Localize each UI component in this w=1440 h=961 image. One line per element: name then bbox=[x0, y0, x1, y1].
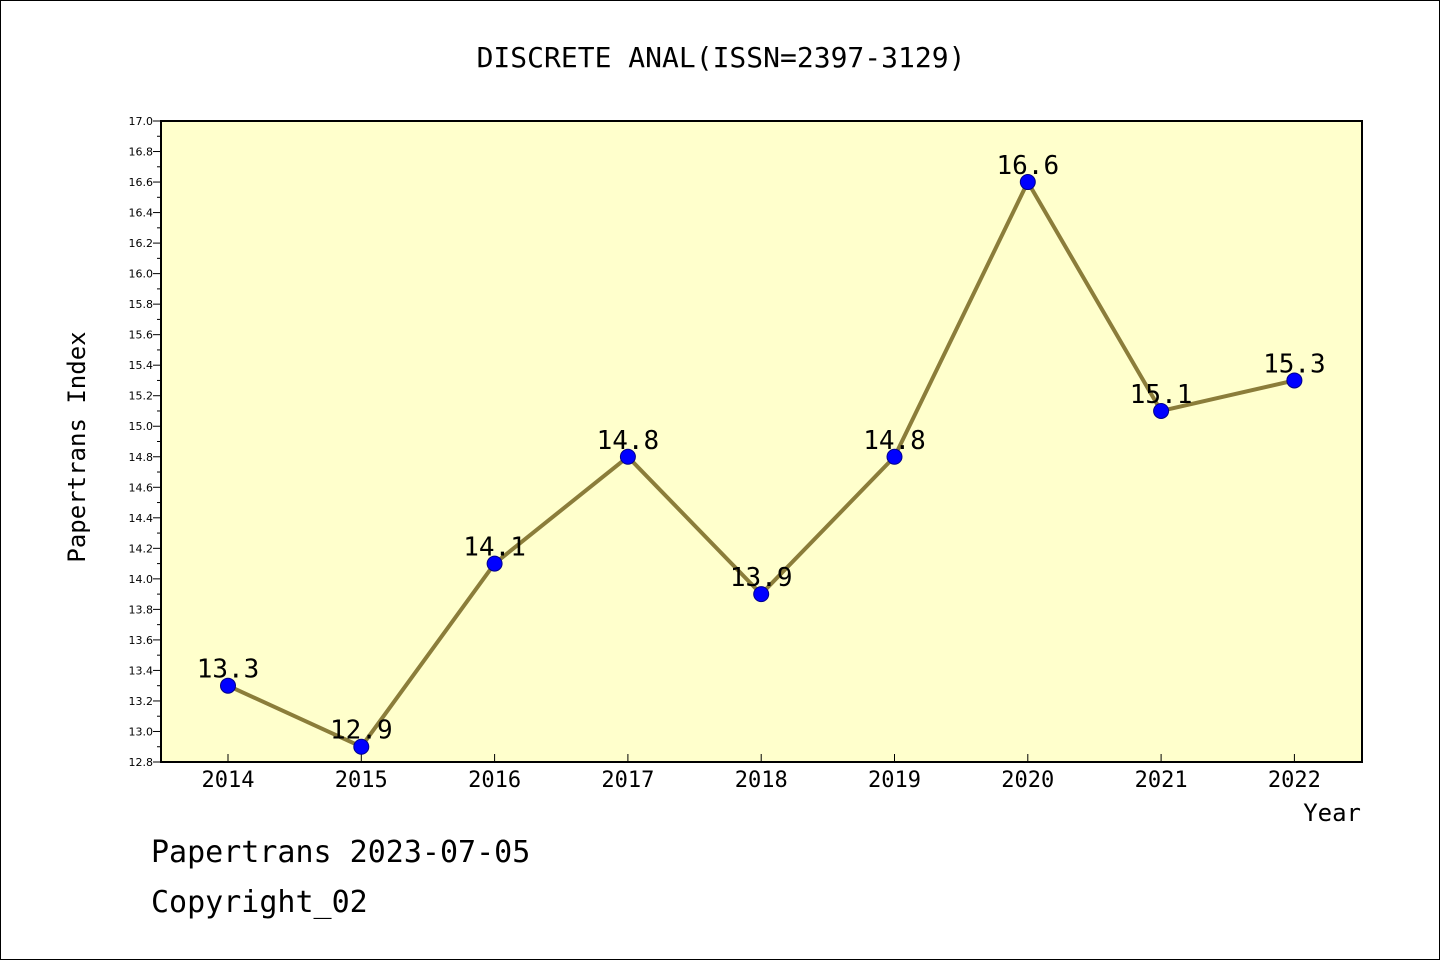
x-tick-label: 2022 bbox=[1268, 768, 1321, 793]
marker-group bbox=[220, 174, 1303, 755]
y-tick-label: 13.2 bbox=[129, 695, 154, 708]
data-label: 14.1 bbox=[463, 533, 526, 563]
x-tick-label: 2014 bbox=[202, 768, 255, 793]
data-point-marker bbox=[1286, 372, 1303, 389]
y-tick-label: 15.4 bbox=[129, 359, 154, 372]
y-tick-label: 14.2 bbox=[129, 542, 154, 555]
plot-area bbox=[160, 120, 1363, 763]
y-tick-label: 13.8 bbox=[129, 603, 154, 616]
data-label: 12.9 bbox=[330, 716, 393, 746]
x-tick-label: 2018 bbox=[735, 768, 788, 793]
data-label: 15.1 bbox=[1130, 380, 1193, 410]
y-tick-label: 14.6 bbox=[129, 481, 154, 494]
data-point-marker bbox=[1019, 174, 1036, 191]
data-point-marker bbox=[619, 448, 636, 465]
data-point-marker bbox=[1153, 402, 1170, 419]
y-tick-label: 16.4 bbox=[129, 207, 154, 220]
y-tick-label: 16.8 bbox=[129, 146, 154, 159]
data-label: 15.3 bbox=[1263, 349, 1326, 379]
footer-copyright: Copyright_02 bbox=[151, 885, 368, 920]
data-label: 14.8 bbox=[863, 426, 926, 456]
y-tick-label: 13.6 bbox=[129, 634, 154, 647]
y-tick-label: 14.8 bbox=[129, 451, 154, 464]
y-tick-label: 16.0 bbox=[129, 268, 154, 281]
data-label: 16.6 bbox=[996, 151, 1059, 181]
y-tick-label: 12.8 bbox=[129, 756, 154, 769]
y-tick-label: 16.2 bbox=[129, 237, 154, 250]
x-axis-label: Year bbox=[1303, 799, 1361, 827]
y-tick-label: 13.4 bbox=[129, 664, 154, 677]
data-label: 13.9 bbox=[730, 563, 793, 593]
data-label-group: 13.3 12.9 14.1 14.8 13.9 14.8 16.6 15.1 15.3 bbox=[197, 151, 1326, 746]
x-tick-label: 2015 bbox=[335, 768, 388, 793]
x-tick-label: 2017 bbox=[601, 768, 654, 793]
footer-date-line: Papertrans 2023-07-05 bbox=[151, 835, 531, 870]
data-point-marker bbox=[353, 738, 370, 755]
data-point-marker bbox=[486, 555, 503, 572]
y-tick-label: 15.6 bbox=[129, 329, 154, 342]
chart-title: DISCRETE ANAL(ISSN=2397-3129) bbox=[477, 41, 966, 74]
data-point-marker bbox=[886, 448, 903, 465]
x-axis-ticks: 2014 2015 2016 2017 2018 2019 2020 2021 2022 bbox=[202, 754, 1321, 793]
y-tick-label: 17.0 bbox=[129, 115, 154, 128]
y-tick-label: 15.8 bbox=[129, 298, 154, 311]
data-point-marker bbox=[220, 677, 236, 694]
y-axis-ticks: 12.8 13.0 13.2 13.4 13.6 13.8 14.0 14.2 14.4 14.6… bbox=[129, 115, 161, 769]
x-tick-label: 2019 bbox=[868, 768, 921, 793]
y-tick-label: 15.0 bbox=[129, 420, 154, 433]
data-label: 14.8 bbox=[597, 426, 660, 456]
y-tick-label: 16.6 bbox=[129, 176, 154, 189]
x-tick-label: 2020 bbox=[1001, 768, 1054, 793]
y-axis-label: Papertrans Index bbox=[63, 331, 91, 562]
data-point-marker bbox=[753, 586, 770, 603]
y-tick-label: 15.2 bbox=[129, 390, 154, 403]
x-tick-label: 2021 bbox=[1135, 768, 1188, 793]
y-tick-label: 14.4 bbox=[129, 512, 154, 525]
y-tick-label: 14.0 bbox=[129, 573, 154, 586]
data-label: 13.3 bbox=[197, 655, 260, 685]
y-tick-label: 13.0 bbox=[129, 725, 154, 738]
x-tick-label: 2016 bbox=[468, 768, 521, 793]
